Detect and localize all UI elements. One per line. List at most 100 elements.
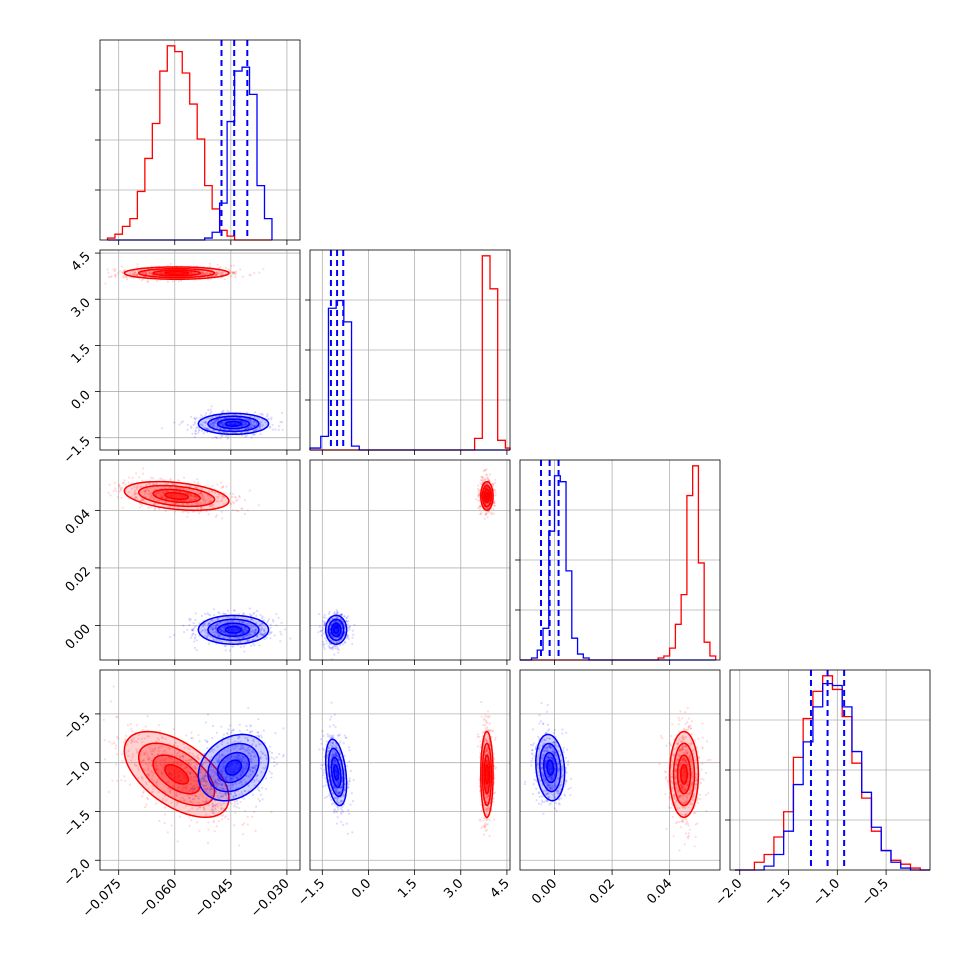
sample-point bbox=[204, 612, 207, 616]
sample-point bbox=[230, 802, 233, 805]
sample-point bbox=[116, 272, 120, 275]
sample-point bbox=[186, 769, 189, 772]
sample-point bbox=[190, 731, 193, 734]
sample-point bbox=[225, 784, 229, 788]
sample-point bbox=[208, 500, 212, 503]
sample-point bbox=[262, 268, 265, 271]
sample-point bbox=[167, 786, 170, 790]
sample-point bbox=[182, 799, 185, 802]
sample-point bbox=[155, 779, 159, 782]
sample-point bbox=[229, 787, 232, 790]
sample-point bbox=[160, 495, 164, 498]
sample-point bbox=[200, 430, 204, 433]
sample-point bbox=[179, 756, 182, 759]
sample-point bbox=[173, 510, 177, 513]
sample-point bbox=[245, 418, 248, 421]
sample-point bbox=[223, 627, 226, 630]
sample-point bbox=[235, 636, 238, 639]
sample-point bbox=[113, 274, 117, 277]
sample-point bbox=[189, 759, 192, 762]
sample-point bbox=[246, 823, 249, 826]
sample-point bbox=[147, 767, 150, 770]
sample-point bbox=[275, 763, 278, 766]
sample-point bbox=[223, 631, 227, 634]
sample-point bbox=[214, 806, 217, 810]
sample-point bbox=[209, 423, 212, 426]
sample-point bbox=[193, 788, 196, 791]
sample-point bbox=[139, 485, 142, 488]
sample-point bbox=[201, 777, 204, 780]
sample-point bbox=[222, 420, 225, 423]
sample-point bbox=[192, 779, 195, 783]
sample-point bbox=[184, 760, 188, 763]
sample-point bbox=[322, 645, 325, 649]
sample-point bbox=[259, 624, 262, 627]
sample-point bbox=[212, 776, 215, 779]
sample-point bbox=[231, 271, 234, 274]
sample-point bbox=[226, 732, 229, 735]
sample-point bbox=[236, 616, 239, 619]
sample-point bbox=[164, 509, 167, 512]
sample-point bbox=[144, 805, 147, 809]
sample-point bbox=[217, 634, 220, 638]
sample-point bbox=[196, 754, 199, 757]
sample-point bbox=[192, 510, 195, 513]
sample-point bbox=[214, 771, 217, 774]
sample-point bbox=[211, 628, 214, 631]
sample-point bbox=[222, 612, 225, 615]
sample-point bbox=[131, 476, 134, 479]
sample-point bbox=[260, 756, 263, 759]
sample-point bbox=[143, 753, 146, 756]
sample-point bbox=[186, 515, 189, 518]
sample-point bbox=[167, 781, 170, 784]
sample-point bbox=[223, 612, 226, 616]
sample-point bbox=[149, 497, 152, 500]
sample-point bbox=[199, 506, 202, 509]
sample-point bbox=[249, 633, 252, 636]
sample-point bbox=[181, 503, 184, 506]
sample-point bbox=[202, 273, 205, 276]
sample-point bbox=[160, 755, 164, 758]
sample-point bbox=[202, 498, 205, 501]
sample-point bbox=[204, 784, 207, 787]
sample-point bbox=[202, 494, 205, 497]
sample-point bbox=[210, 490, 213, 493]
sample-point bbox=[222, 424, 225, 428]
sample-point bbox=[133, 271, 137, 274]
sample-point bbox=[190, 775, 193, 779]
sample-point bbox=[208, 490, 211, 493]
sample-point bbox=[250, 630, 253, 634]
sample-point bbox=[148, 271, 151, 274]
sample-point bbox=[244, 499, 247, 502]
sample-point bbox=[320, 634, 323, 637]
sample-point bbox=[157, 770, 160, 773]
sample-point bbox=[180, 487, 184, 490]
sample-point bbox=[201, 271, 204, 274]
sample-point bbox=[120, 489, 123, 492]
sample-point bbox=[261, 633, 264, 636]
sample-point bbox=[186, 794, 189, 797]
sample-point bbox=[237, 510, 240, 513]
sample-point bbox=[214, 274, 218, 277]
sample-point bbox=[202, 432, 205, 435]
sample-point bbox=[253, 424, 256, 427]
sample-point bbox=[191, 797, 194, 801]
sample-point bbox=[257, 426, 260, 429]
sample-point bbox=[111, 779, 114, 782]
sample-point bbox=[242, 632, 245, 635]
sample-point bbox=[164, 757, 167, 761]
sample-point bbox=[259, 413, 262, 416]
sample-point bbox=[191, 494, 194, 497]
sample-point bbox=[252, 619, 255, 622]
sample-point bbox=[205, 779, 208, 783]
sample-point bbox=[162, 759, 165, 762]
sample-point bbox=[138, 277, 141, 280]
sample-point bbox=[347, 637, 350, 641]
sample-point bbox=[206, 787, 209, 790]
sample-point bbox=[248, 607, 251, 610]
sample-point bbox=[246, 815, 249, 819]
sample-point bbox=[249, 618, 252, 621]
sample-point bbox=[193, 779, 196, 782]
sample-point bbox=[133, 492, 136, 495]
